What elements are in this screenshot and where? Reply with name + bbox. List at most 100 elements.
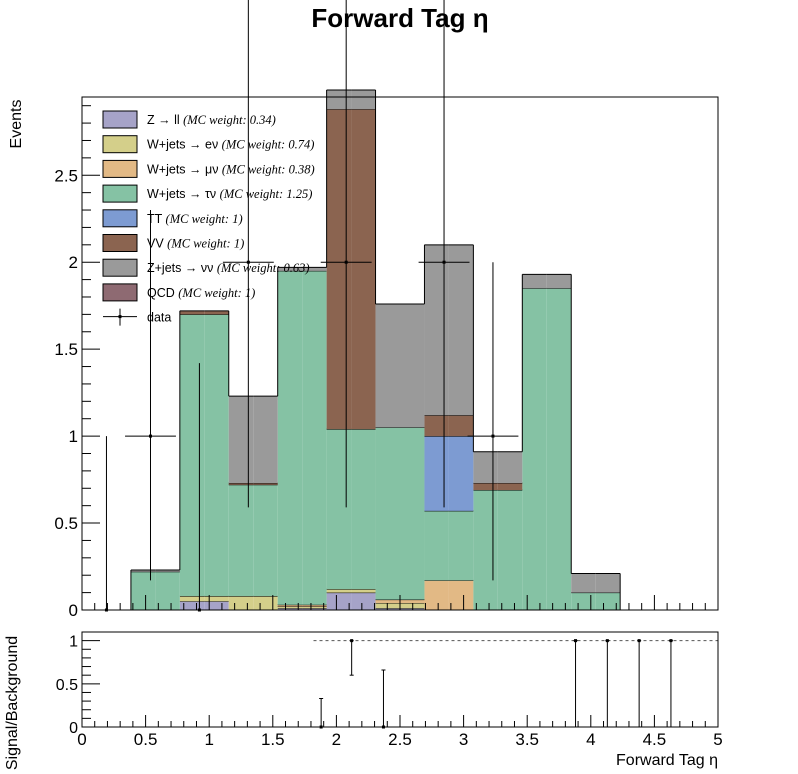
bar-3-2 <box>130 571 156 610</box>
bar-6-9 <box>302 267 327 271</box>
x-tick-label-2: 1 <box>204 730 213 749</box>
bar-6-6 <box>228 396 254 484</box>
data-point-3 <box>246 260 250 264</box>
bar-5-14 <box>424 415 449 437</box>
data-point-4 <box>344 260 348 264</box>
ratio-point-1 <box>350 639 354 643</box>
bar-3-7 <box>253 484 278 597</box>
bar-6-13 <box>400 303 425 428</box>
legend-label-5: VV (MC weight: 1) <box>147 237 244 251</box>
legend-weight-2: (MC weight: 0.38) <box>222 162 315 176</box>
bar-3-18 <box>522 288 547 610</box>
legend-weight-5: (MC weight: 1) <box>167 237 244 251</box>
ratio-y-tick-label-1: 0.5 <box>56 677 78 694</box>
bar-5-15 <box>448 415 474 437</box>
bar-5-11 <box>351 109 376 430</box>
bar-1-7 <box>253 596 278 610</box>
bar-2-9 <box>302 604 327 607</box>
bar-3-21 <box>595 592 621 610</box>
bar-3-16 <box>473 490 498 610</box>
ratio-point-5 <box>637 639 641 643</box>
bar-1-6 <box>228 596 254 610</box>
bar-3-5 <box>204 314 229 597</box>
bar-6-18 <box>522 274 547 289</box>
bar-2-12 <box>375 599 400 604</box>
legend-swatch-4 <box>102 209 138 228</box>
bar-6-12 <box>375 303 400 428</box>
legend-weight-4: (MC weight: 1) <box>166 212 243 226</box>
legend-swatch-7 <box>102 283 138 302</box>
legend-label-2: W+jets → μν (MC weight: 0.38) <box>147 162 315 176</box>
bar-3-3 <box>155 571 180 610</box>
bar-3-17 <box>497 490 523 610</box>
legend-label-4: TT (MC weight: 1) <box>147 212 243 226</box>
bar-4-15 <box>448 436 474 511</box>
bar-6-7 <box>253 396 278 484</box>
bar-2-13 <box>400 599 425 604</box>
y-tick-label-5: 2.5 <box>54 166 78 185</box>
bar-5-5 <box>204 310 229 315</box>
bar-2-14 <box>424 580 449 610</box>
legend-label-6: Z+jets → νν (MC weight: 0.63) <box>147 261 310 275</box>
bar-6-3 <box>155 570 180 572</box>
main-y-axis-label: Events <box>8 100 25 149</box>
legend-label-data: data <box>147 311 171 325</box>
x-tick-label-7: 3.5 <box>515 730 539 749</box>
x-tick-label-3: 1.5 <box>261 730 285 749</box>
bar-0-11 <box>351 592 376 610</box>
bar-1-8 <box>277 606 303 609</box>
x-tick-label-6: 3 <box>459 730 468 749</box>
bar-6-11 <box>351 90 376 110</box>
bar-0-5 <box>204 601 229 610</box>
x-tick-label-9: 4.5 <box>643 730 667 749</box>
legend-label-0: Z → ll (MC weight: 0.34) <box>147 113 276 127</box>
bar-2-15 <box>448 580 474 610</box>
bar-3-8 <box>277 270 303 605</box>
bar-3-13 <box>400 427 425 600</box>
data-point-6 <box>491 434 495 438</box>
bar-1-4 <box>179 596 205 602</box>
bar-3-20 <box>571 592 596 610</box>
legend-weight-7: (MC weight: 1) <box>178 286 255 300</box>
ratio-point-6 <box>669 639 673 643</box>
bar-5-17 <box>497 483 523 491</box>
bar-3-19 <box>546 288 572 610</box>
legend-weight-1: (MC weight: 0.74) <box>222 138 315 152</box>
legend-swatch-3 <box>102 184 138 203</box>
bar-6-17 <box>497 451 523 484</box>
bar-3-15 <box>448 510 474 581</box>
bar-6-19 <box>546 274 572 289</box>
bar-6-8 <box>277 267 303 271</box>
bar-5-10 <box>326 109 352 430</box>
legend-label-3: W+jets → τν (MC weight: 1.25) <box>147 187 312 201</box>
ratio-plot: 0 0.5 1 0 0.5 1 1.5 2 2.5 3 3.5 4 4.5 5 <box>56 631 723 749</box>
y-tick-label-3: 1.5 <box>54 340 78 359</box>
ratio-point-4 <box>605 639 609 643</box>
bar-3-9 <box>302 270 327 605</box>
x-tick-label-8: 4 <box>586 730 595 749</box>
y-tick-label-0: 0 <box>69 601 78 620</box>
legend-swatch-5 <box>102 234 138 252</box>
bar-3-12 <box>375 427 400 600</box>
x-tick-label-1: 0.5 <box>134 730 158 749</box>
bar-5-16 <box>473 483 498 491</box>
bar-4-14 <box>424 436 449 511</box>
ratio-y-tick-label-2: 1 <box>69 634 78 651</box>
legend-swatch-6 <box>102 258 138 277</box>
legend: Z → ll (MC weight: 0.34) W+jets → eν (MC … <box>102 110 315 326</box>
bar-6-2 <box>130 570 156 572</box>
legend-weight-0: (MC weight: 0.34) <box>183 113 276 127</box>
bar-3-11 <box>351 429 376 590</box>
data-point-1 <box>148 434 152 438</box>
bar-0-10 <box>326 592 352 610</box>
chart-title: Forward Tag η <box>311 3 488 33</box>
x-tick-label-5: 2.5 <box>388 730 412 749</box>
x-tick-label-0: 0 <box>77 730 86 749</box>
bar-5-4 <box>179 310 205 315</box>
ratio-y-tick-label-0: 0 <box>69 720 78 737</box>
data-point-5 <box>442 260 446 264</box>
legend-weight-6: (MC weight: 0.63) <box>217 261 310 275</box>
legend-swatch-2 <box>102 159 138 178</box>
bar-3-6 <box>228 484 254 597</box>
y-tick-label-4: 2 <box>69 253 78 272</box>
